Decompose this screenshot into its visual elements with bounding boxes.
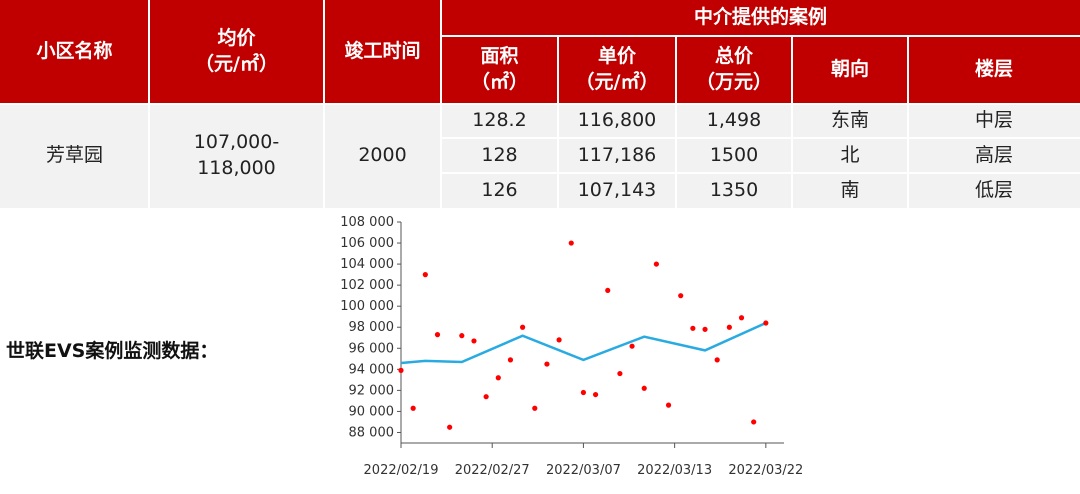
row1-floor: 中层 — [908, 104, 1080, 138]
header-unit-price: 单价 （元/㎡） — [558, 36, 676, 104]
y-tick-label: 104 000 — [340, 257, 394, 272]
scatter-point — [653, 261, 659, 267]
scatter-point — [434, 332, 441, 338]
row1-unit-price: 116,800 — [558, 104, 676, 138]
grid-divider — [0, 103, 1080, 105]
scatter-point — [592, 391, 599, 398]
scatter-point — [532, 405, 538, 411]
row1-orientation: 东南 — [792, 104, 908, 138]
grid-divider — [791, 36, 793, 208]
grid-divider — [675, 36, 677, 208]
scatter-point — [641, 385, 647, 391]
scatter-point — [738, 315, 745, 321]
scatter-point — [726, 324, 732, 330]
avg-price-range: 107,000- 118,000 — [149, 104, 324, 208]
row3-area: 126 — [441, 173, 558, 208]
scatter-point — [605, 287, 611, 294]
y-tick-label: 92 000 — [349, 383, 395, 398]
community-name: 芳草园 — [0, 104, 149, 208]
row3-orientation: 南 — [792, 173, 908, 208]
scatter-point — [447, 424, 453, 430]
header-total-price: 总价 （万元） — [676, 36, 792, 104]
scatter-point — [690, 325, 696, 331]
scatter-point — [398, 367, 404, 373]
scatter-point — [556, 337, 562, 343]
header-floor: 楼层 — [908, 36, 1080, 104]
row3-floor: 低层 — [908, 173, 1080, 208]
scatter-point — [483, 394, 489, 400]
y-tick-label: 88 000 — [349, 425, 395, 440]
x-tick-label: 2022/03/13 — [637, 463, 712, 478]
scatter-point — [507, 357, 514, 363]
row1-total-price: 1,498 — [676, 104, 792, 138]
scatter-point — [617, 370, 623, 377]
y-tick-label: 94 000 — [349, 362, 395, 377]
y-tick-label: 108 000 — [340, 215, 394, 230]
scatter-point — [580, 389, 587, 396]
scatter-point — [714, 357, 720, 363]
scatter-point — [702, 326, 708, 332]
header-avg-price: 均价 （元/㎡） — [149, 0, 324, 104]
row1-area: 128.2 — [441, 104, 558, 138]
x-tick-label: 2022/02/19 — [364, 463, 439, 478]
row2-unit-price: 117,186 — [558, 138, 676, 173]
scatter-point — [520, 324, 526, 330]
scatter-point — [568, 240, 574, 246]
y-tick-label: 100 000 — [340, 299, 394, 314]
y-tick-label: 96 000 — [349, 341, 395, 356]
x-tick-label: 2022/02/27 — [455, 463, 530, 478]
row3-unit-price: 107,143 — [558, 173, 676, 208]
row2-orientation: 北 — [792, 138, 908, 173]
case-table: 小区名称 均价 （元/㎡） 竣工时间 中介提供的案例 面积 （㎡） 单价 （元/… — [0, 0, 1080, 208]
scatter-point — [629, 343, 635, 349]
header-orientation: 朝向 — [792, 36, 908, 104]
header-agency-cases: 中介提供的案例 — [441, 0, 1080, 36]
row2-area: 128 — [441, 138, 558, 173]
trend-line — [400, 321, 767, 365]
scatter-point — [495, 375, 501, 381]
grid-divider — [441, 137, 1080, 139]
evs-monitoring-chart: 88 000 90 000 92 000 94 000 96 000 98 000 100 … — [323, 211, 817, 485]
scatter-point — [459, 333, 465, 339]
grid-divider — [441, 35, 1080, 37]
row2-floor: 高层 — [908, 138, 1080, 173]
scatter-point — [751, 419, 757, 425]
scatter-point — [471, 338, 477, 344]
scatter-point — [410, 405, 416, 411]
scatter-point — [665, 402, 672, 408]
row2-total-price: 1500 — [676, 138, 792, 173]
completion-year: 2000 — [324, 104, 441, 208]
y-tick-label: 106 000 — [340, 236, 394, 251]
scatter-point — [422, 272, 428, 278]
scatter-point — [763, 320, 769, 326]
scatter-point — [678, 293, 684, 299]
header-area: 面积 （㎡） — [441, 36, 558, 104]
grid-divider — [907, 36, 909, 208]
y-tick-label: 102 000 — [340, 278, 394, 293]
header-completion: 竣工时间 — [324, 0, 441, 104]
chart-svg: 88 000 90 000 92 000 94 000 96 000 98 000 100 … — [340, 215, 803, 478]
chart-caption: 世联EVS案例监测数据： — [6, 340, 219, 362]
x-tick-label: 2022/03/07 — [546, 463, 621, 478]
header-community: 小区名称 — [0, 0, 149, 104]
grid-divider — [441, 172, 1080, 174]
row3-total-price: 1350 — [676, 173, 792, 208]
grid-divider — [557, 36, 559, 208]
scatter-point — [544, 361, 550, 367]
y-tick-label: 90 000 — [349, 404, 395, 419]
x-tick-label: 2022/03/22 — [728, 463, 803, 478]
y-tick-label: 98 000 — [349, 320, 395, 335]
